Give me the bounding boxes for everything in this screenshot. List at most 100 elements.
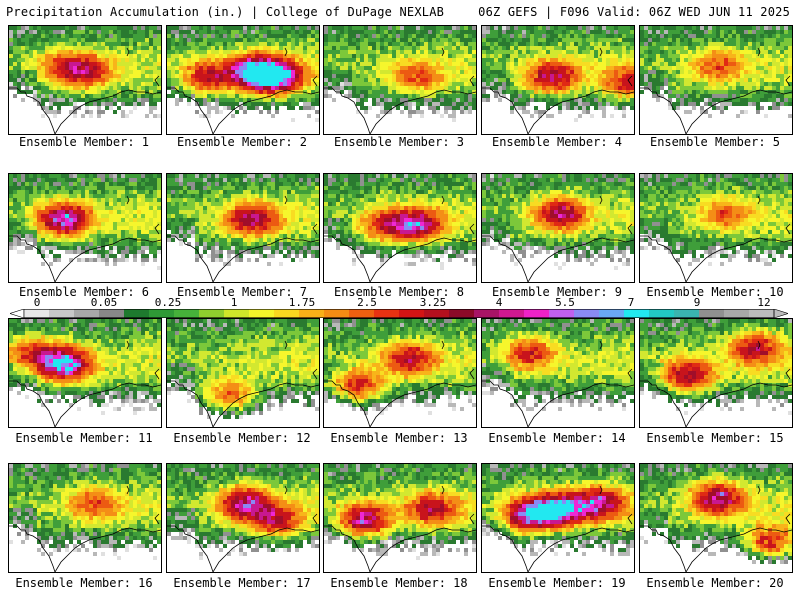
ensemble-member-label: Ensemble Member: 7: [162, 285, 322, 299]
colorbar-tick-label: 3.25: [420, 296, 447, 309]
precip-field: [640, 319, 792, 427]
coastline-outline: [9, 87, 161, 134]
precip-field: [324, 464, 476, 572]
precip-field: [482, 174, 634, 282]
state-border-outline: [126, 485, 160, 525]
colorbar-swatch: [324, 309, 350, 318]
ensemble-member-label: Ensemble Member: 2: [162, 135, 322, 149]
colorbar-swatch: [449, 309, 475, 318]
state-border-outline: [599, 195, 633, 235]
ensemble-member-label: Ensemble Member: 6: [4, 285, 164, 299]
colorbar-tick-label: 1: [231, 296, 238, 309]
colorbar-tick-label: 5.5: [555, 296, 575, 309]
colorbar-swatch: [724, 309, 750, 318]
ensemble-member-label: Ensemble Member: 9: [477, 285, 637, 299]
state-border-outline: [284, 485, 318, 525]
colorbar-swatch: [599, 309, 625, 318]
colorbar-swatch: [674, 309, 700, 318]
colorbar-tick-label: 0: [34, 296, 41, 309]
colorbar-swatch: [699, 309, 725, 318]
colorbar-swatch: [349, 309, 375, 318]
coastline-outline: [9, 235, 161, 282]
ensemble-member-map: [639, 463, 793, 573]
ensemble-member-label: Ensemble Member: 1: [4, 135, 164, 149]
coastline-outline: [640, 380, 792, 427]
coastline-outline: [482, 87, 634, 134]
ensemble-member-label: Ensemble Member: 20: [635, 576, 795, 590]
colorbar-swatch: [174, 309, 200, 318]
precip-field: [9, 464, 161, 572]
coastline-outline: [640, 235, 792, 282]
precip-field: [9, 174, 161, 282]
colorbar-swatch: [199, 309, 225, 318]
precip-field: [482, 319, 634, 427]
ensemble-member-label: Ensemble Member: 14: [477, 431, 637, 445]
coastline-outline: [640, 525, 792, 572]
colorbar-swatch: [424, 309, 450, 318]
ensemble-member-label: Ensemble Member: 13: [319, 431, 479, 445]
colorbar-swatch: [374, 309, 400, 318]
state-border-outline: [599, 340, 633, 380]
colorbar-tick-label: 1.75: [289, 296, 316, 309]
colorbar-swatch: [49, 309, 75, 318]
ensemble-member-label: Ensemble Member: 17: [162, 576, 322, 590]
colorbar-max-arrow: [773, 309, 788, 318]
ensemble-member-map: [166, 25, 320, 135]
ensemble-member-map: [481, 318, 635, 428]
state-border-outline: [599, 47, 633, 87]
colorbar-tick-label: 9: [694, 296, 701, 309]
colorbar-swatch: [249, 309, 275, 318]
ensemble-member-map: [8, 318, 162, 428]
ensemble-member-map: [323, 318, 477, 428]
precip-field: [640, 26, 792, 134]
ensemble-member-map: [166, 318, 320, 428]
ensemble-member-map: [323, 25, 477, 135]
ensemble-member-map: [639, 173, 793, 283]
precipitation-colorbar: [10, 309, 788, 318]
precip-field: [167, 174, 319, 282]
ensemble-member-map: [166, 173, 320, 283]
ensemble-member-label: Ensemble Member: 4: [477, 135, 637, 149]
state-border-outline: [441, 340, 475, 380]
coastline-outline: [9, 380, 161, 427]
ensemble-member-label: Ensemble Member: 12: [162, 431, 322, 445]
coastline-outline: [324, 380, 476, 427]
coastline-outline: [482, 235, 634, 282]
coastline-outline: [640, 87, 792, 134]
colorbar-swatch: [549, 309, 575, 318]
state-border-outline: [441, 195, 475, 235]
colorbar-tick-label: 2.5: [357, 296, 377, 309]
coastline-outline: [482, 525, 634, 572]
coastline-outline: [167, 525, 319, 572]
precip-field: [640, 464, 792, 572]
ensemble-member-map: [481, 173, 635, 283]
ensemble-member-map: [639, 25, 793, 135]
model-run-info: 06Z GEFS | F096 Valid: 06Z WED JUN 11 20…: [478, 5, 790, 19]
coastline-outline: [167, 235, 319, 282]
state-border-outline: [757, 485, 791, 525]
precip-field: [324, 174, 476, 282]
colorbar-min-arrow: [10, 309, 25, 318]
coastline-outline: [482, 380, 634, 427]
colorbar-swatch: [524, 309, 550, 318]
coastline-outline: [324, 525, 476, 572]
coastline-outline: [167, 380, 319, 427]
state-border-outline: [126, 47, 160, 87]
ensemble-member-label: Ensemble Member: 15: [635, 431, 795, 445]
state-border-outline: [284, 195, 318, 235]
ensemble-member-map: [8, 173, 162, 283]
state-border-outline: [126, 195, 160, 235]
colorbar-swatch: [299, 309, 325, 318]
ensemble-member-label: Ensemble Member: 8: [319, 285, 479, 299]
ensemble-member-label: Ensemble Member: 16: [4, 576, 164, 590]
ensemble-member-label: Ensemble Member: 5: [635, 135, 795, 149]
ensemble-member-map: [8, 463, 162, 573]
colorbar-swatch: [124, 309, 150, 318]
colorbar-swatch: [149, 309, 175, 318]
coastline-outline: [324, 235, 476, 282]
precip-field: [167, 26, 319, 134]
colorbar-swatch: [274, 309, 300, 318]
colorbar-tick-label: 0.05: [91, 296, 118, 309]
colorbar-tick-label: 0.25: [155, 296, 182, 309]
colorbar-tick-label: 4: [496, 296, 503, 309]
